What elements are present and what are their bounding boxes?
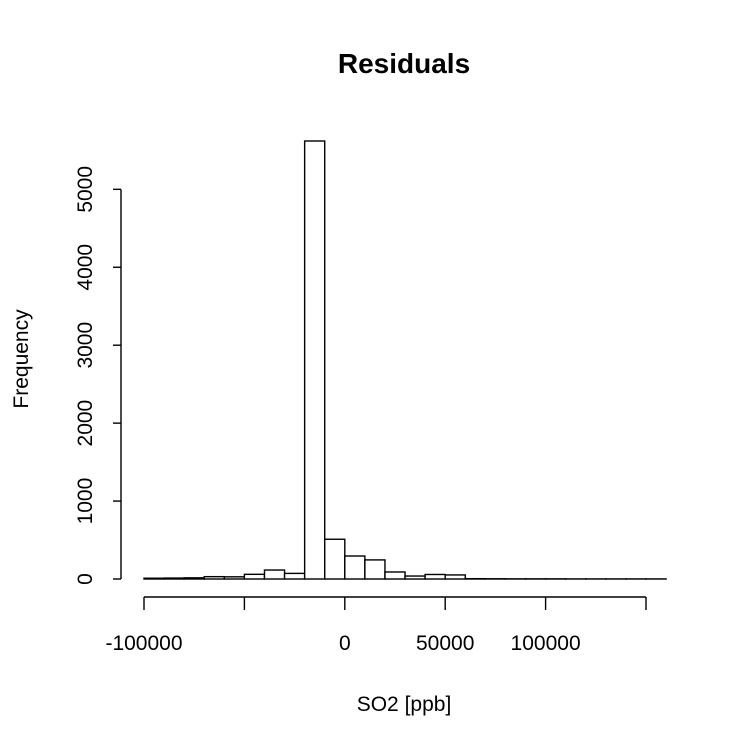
histogram-bar <box>263 569 286 580</box>
histogram-bar <box>324 538 346 580</box>
y-tick-label: 2000 <box>74 400 97 447</box>
x-tick-label: 0 <box>339 632 351 655</box>
x-axis: -100000 0 50000 100000 <box>105 596 647 655</box>
histogram-bar <box>303 140 326 580</box>
histogram-bar <box>444 574 466 580</box>
histogram-bar <box>424 573 446 580</box>
x-tick-label: 50000 <box>416 632 474 655</box>
histogram-bar <box>384 571 406 580</box>
y-tick-label: 1000 <box>74 478 97 525</box>
histogram-bar <box>364 559 386 580</box>
y-tick-label: 5000 <box>74 166 97 213</box>
histogram-bars <box>143 140 667 580</box>
y-tick-label: 3000 <box>74 322 97 369</box>
histogram-bar <box>143 577 165 580</box>
x-tick-label: 100000 <box>511 632 581 655</box>
histogram-bar <box>243 573 266 580</box>
chart-title: Residuals <box>338 48 470 79</box>
y-axis: 0 1000 2000 3000 4000 5000 <box>74 166 122 585</box>
x-axis-label: SO2 [ppb] <box>357 693 452 716</box>
histogram-bar <box>283 572 306 580</box>
y-tick-label: 4000 <box>74 244 97 291</box>
y-tick-label: 0 <box>74 573 97 585</box>
histogram-bar <box>223 576 246 580</box>
histogram-bar <box>183 577 205 580</box>
histogram-bar <box>404 575 426 580</box>
histogram-bar <box>163 577 185 580</box>
histogram-bar <box>344 555 366 580</box>
y-axis-label: Frequency <box>10 309 33 409</box>
x-tick-label: -100000 <box>105 632 182 655</box>
histogram-bar <box>203 575 226 580</box>
